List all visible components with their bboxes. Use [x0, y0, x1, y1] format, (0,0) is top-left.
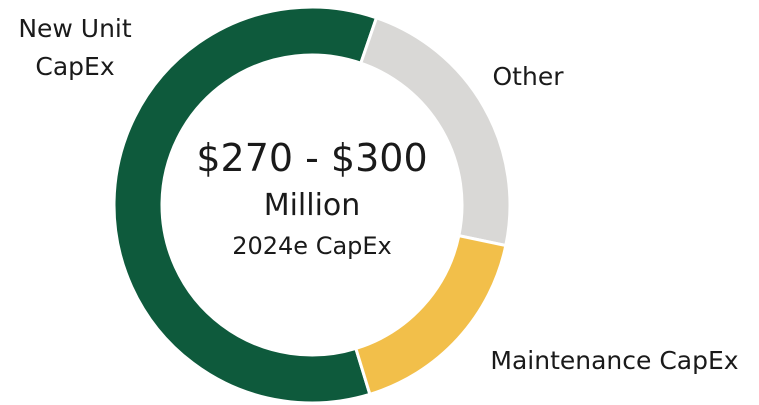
- donut-slice: [112, 5, 379, 405]
- slice-label: Other: [492, 62, 564, 91]
- donut-slice: [353, 233, 508, 397]
- slice-label: New Unit CapEx: [18, 14, 132, 81]
- center-title: $270 - $300: [196, 136, 428, 180]
- center-subtitle: Million: [263, 188, 361, 223]
- center-caption: 2024e CapEx: [232, 232, 392, 260]
- slice-label: Maintenance CapEx: [490, 346, 739, 375]
